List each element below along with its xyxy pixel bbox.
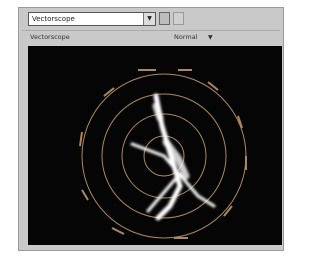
- mode-arrow[interactable]: ▼: [208, 31, 213, 44]
- view-dropdown[interactable]: Vectorscope ▼: [28, 12, 156, 26]
- dropdown-text: Vectorscope: [32, 15, 75, 23]
- vectorscope-panel: Vectorscope ▼ Vectorscope Normal ▼: [18, 7, 284, 251]
- scope-title: Vectorscope: [30, 31, 70, 44]
- scope-display: [28, 46, 282, 245]
- header-bar: Vectorscope Normal ▼: [22, 30, 280, 44]
- dropdown-arrow: ▼: [143, 13, 155, 25]
- mode-select[interactable]: Normal: [174, 31, 198, 44]
- page: Vectorscope ▼ Vectorscope Normal ▼ (() =…: [0, 0, 303, 258]
- settings-button[interactable]: [159, 12, 170, 25]
- close-button[interactable]: [173, 12, 184, 25]
